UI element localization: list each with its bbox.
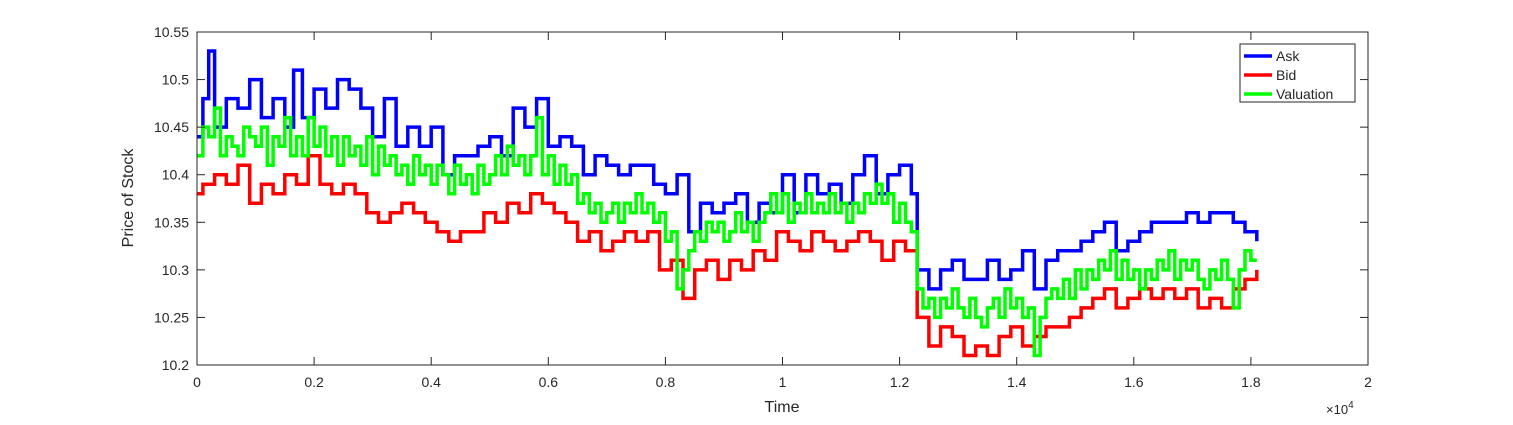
legend-label-bid: Bid [1276, 67, 1296, 83]
x-axis-exponent-power: 4 [1348, 400, 1354, 411]
x-axis-exponent-base: ×10 [1326, 402, 1348, 417]
ticks-layer: 0 0.2 0.4 0.6 0.8 1 1.2 1.4 1.6 1.8 2 10.2 10.25 10.3… [154, 24, 1372, 390]
x-tick-label: 0 [193, 374, 201, 390]
x-axis-title: Time [765, 399, 800, 416]
legend: Ask Bid Valuation [1239, 43, 1356, 103]
x-tick-label: 0.8 [656, 374, 676, 390]
y-tick-label: 10.25 [154, 309, 189, 325]
legend-label-valuation: Valuation [1276, 86, 1333, 102]
x-tick-label: 1.2 [890, 374, 910, 390]
y-tick-label: 10.45 [154, 119, 189, 135]
y-tick-label: 10.35 [154, 214, 189, 230]
series-line-valuation [197, 106, 1257, 358]
legend-label-ask: Ask [1276, 48, 1300, 64]
series-layer [197, 49, 1259, 358]
x-axis-exponent: ×104 [1326, 400, 1354, 417]
y-axis-title: Price of Stock [120, 148, 137, 248]
x-tick-label: 1.8 [1241, 374, 1261, 390]
legend-items: Ask Bid Valuation [1244, 48, 1333, 102]
x-tick-label: 1.6 [1124, 374, 1144, 390]
x-tick-label: 1.4 [1007, 374, 1027, 390]
x-tick-label: 0.6 [539, 374, 559, 390]
y-tick-label: 10.55 [154, 24, 189, 40]
x-tick-label: 0.4 [421, 374, 441, 390]
x-tick-label: 2 [1364, 374, 1372, 390]
x-tick-label: 1 [779, 374, 787, 390]
y-tick-label: 10.2 [162, 357, 189, 373]
y-tick-label: 10.4 [162, 167, 189, 183]
x-tick-label: 0.2 [304, 374, 324, 390]
series-line-bid [197, 153, 1259, 358]
series-line-ask [197, 49, 1259, 291]
y-tick-label: 10.3 [162, 262, 189, 278]
y-tick-label: 10.5 [162, 72, 189, 88]
